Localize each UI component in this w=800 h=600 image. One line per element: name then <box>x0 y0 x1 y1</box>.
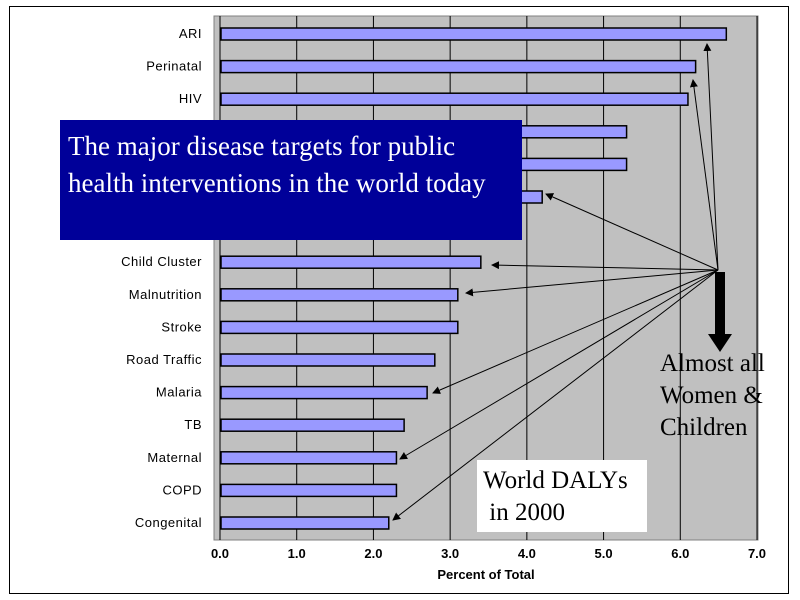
x-axis-label: Percent of Total <box>437 567 534 582</box>
annotation-arrow <box>545 193 719 271</box>
bar <box>220 320 459 335</box>
bar <box>220 418 405 432</box>
annotation-arrow <box>465 269 719 297</box>
chart-frame <box>9 6 789 594</box>
x-tick-labels: 0.0 1.0 2.0 3.0 4.0 5.0 6.0 7.0 <box>211 546 766 561</box>
dalys-box: World DALYs in 2000 <box>477 460 647 532</box>
bar <box>220 59 697 74</box>
annotation-arrows <box>392 43 719 521</box>
x-tick-label: 3.0 <box>441 546 459 561</box>
category-label: Maternal <box>147 450 202 465</box>
category-label: Malnutrition <box>129 287 202 302</box>
bar <box>220 255 482 269</box>
annotation-arrow <box>399 269 719 460</box>
side-note: Almost all Women & Children <box>660 350 765 441</box>
category-label: Malaria <box>156 385 202 400</box>
annotation-arrow <box>703 43 719 271</box>
bar <box>220 288 459 302</box>
x-tick-label: 2.0 <box>364 546 382 561</box>
category-label: Congenital <box>135 515 202 530</box>
bar <box>220 516 390 530</box>
category-label: TB <box>184 417 202 432</box>
category-label: ARI <box>179 26 202 41</box>
category-label: Stroke <box>161 319 202 334</box>
annotation-arrow <box>392 269 719 521</box>
bar <box>220 483 398 498</box>
bar <box>220 27 728 41</box>
x-tick-label: 0.0 <box>211 546 229 561</box>
bar <box>220 385 428 400</box>
category-labels: ARIPerinatalHIVHeaChild ClusterMalnutrit… <box>121 26 202 530</box>
bar <box>220 92 689 106</box>
category-label: COPD <box>162 482 202 497</box>
category-label: Perinatal <box>146 59 202 74</box>
x-tick-label: 7.0 <box>748 546 766 561</box>
category-label: Child Cluster <box>121 254 202 269</box>
category-label: HIV <box>179 91 202 106</box>
x-tick-label: 6.0 <box>671 546 689 561</box>
down-arrow-shaft <box>715 272 725 334</box>
annotation-arrow <box>432 269 719 394</box>
down-arrow-head <box>708 334 732 352</box>
annotation-arrow <box>491 261 719 271</box>
x-tick-label: 1.0 <box>288 546 306 561</box>
title-box: The major disease targets for public hea… <box>60 120 522 240</box>
category-label: Road Traffic <box>126 352 202 367</box>
bar <box>220 451 398 465</box>
x-tick-label: 5.0 <box>595 546 613 561</box>
bar <box>220 353 436 367</box>
x-tick-label: 4.0 <box>518 546 536 561</box>
annotation-arrow <box>689 79 719 271</box>
